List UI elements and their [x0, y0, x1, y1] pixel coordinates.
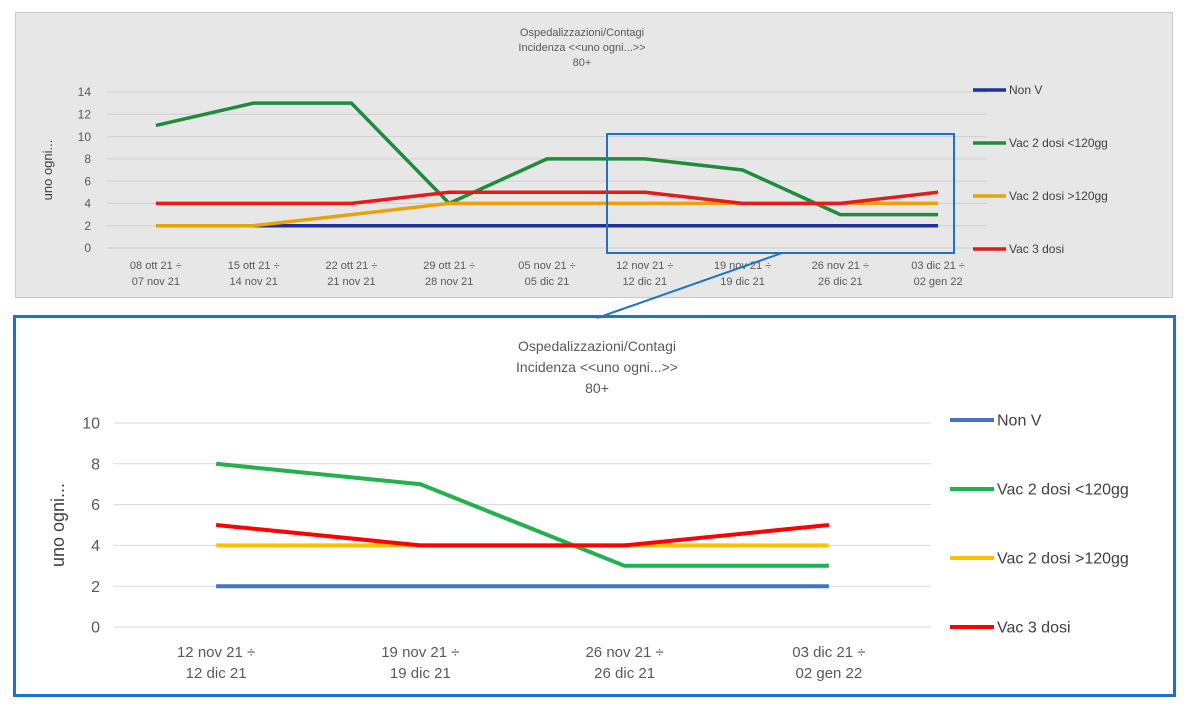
x-tick-label: 12 dic 21: [186, 665, 247, 682]
legend-label: Vac 3 dosi: [1009, 242, 1064, 256]
y-tick-label: 10: [82, 416, 100, 433]
y-tick-label: 6: [84, 174, 91, 188]
x-tick-label: 19 nov 21 ÷: [714, 260, 771, 272]
x-tick-label: 02 gen 22: [914, 276, 963, 288]
x-tick-label: 19 nov 21 ÷: [381, 644, 459, 661]
x-tick-label: 19 dic 21: [720, 276, 765, 288]
chart-title-line: 80+: [573, 57, 592, 69]
x-tick-label: 12 nov 21 ÷: [177, 644, 255, 661]
y-tick-label: 4: [84, 197, 91, 211]
zoomed-chart-panel: Ospedalizzazioni/Contagi Incidenza <<uno …: [13, 315, 1176, 697]
x-tick-label: 12 nov 21 ÷: [616, 260, 673, 272]
x-tick-label: 26 nov 21 ÷: [812, 260, 869, 272]
y-tick-label: 0: [84, 241, 91, 255]
chart-title-line: Ospedalizzazioni/Contagi: [518, 338, 676, 354]
x-tick-label: 05 dic 21: [525, 276, 570, 288]
x-tick-label: 07 nov 21: [132, 276, 180, 288]
y-axis-label: uno ogni...: [48, 483, 68, 567]
chart-title-line: Ospedalizzazioni/Contagi: [520, 27, 644, 39]
x-tick-label: 19 dic 21: [390, 665, 451, 682]
x-tick-label: 14 nov 21: [230, 276, 278, 288]
legend-label: Vac 3 dosi: [997, 620, 1071, 637]
x-tick-label: 03 dic 21 ÷: [792, 644, 865, 661]
legend-label: Non V: [1009, 83, 1042, 97]
y-tick-label: 8: [84, 152, 91, 166]
y-tick-label: 2: [84, 219, 91, 233]
chart-title-line: Incidenza <<uno ogni...>>: [518, 42, 645, 54]
overview-line-chart: Ospedalizzazioni/Contagi Incidenza <<uno …: [40, 27, 1108, 288]
legend-label: Non V: [997, 413, 1042, 430]
x-tick-label: 03 dic 21 ÷: [911, 260, 965, 272]
series-line: [215, 461, 829, 568]
series-line: [215, 523, 830, 548]
y-tick-label: 4: [91, 538, 100, 555]
x-tick-label: 29 ott 21 ÷: [423, 260, 475, 272]
x-tick-label: 26 dic 21: [818, 276, 863, 288]
x-tick-label: 21 nov 21: [327, 276, 375, 288]
chart-title-line: 80+: [585, 380, 609, 396]
y-tick-label: 2: [91, 579, 100, 596]
legend-label: Vac 2 dosi >120gg: [1009, 189, 1108, 203]
x-tick-label: 26 nov 21 ÷: [585, 644, 663, 661]
x-tick-label: 12 dic 21: [622, 276, 667, 288]
x-tick-label: 28 nov 21: [425, 276, 473, 288]
y-tick-label: 8: [91, 456, 100, 473]
y-tick-label: 6: [91, 497, 100, 514]
x-tick-label: 02 gen 22: [796, 665, 863, 682]
y-tick-label: 0: [91, 620, 100, 637]
x-tick-label: 22 ott 21 ÷: [325, 260, 377, 272]
y-tick-label: 14: [78, 85, 92, 99]
x-tick-label: 15 ott 21 ÷: [228, 260, 280, 272]
chart-title-line: Incidenza <<uno ogni...>>: [516, 359, 678, 375]
x-tick-label: 26 dic 21: [594, 665, 655, 682]
zoomed-line-chart: Ospedalizzazioni/Contagi Incidenza <<uno …: [48, 338, 1129, 682]
y-axis-label: uno ogni...: [40, 140, 55, 201]
legend-label: Vac 2 dosi <120gg: [997, 482, 1129, 499]
y-tick-label: 12: [78, 107, 92, 121]
x-tick-label: 05 nov 21 ÷: [518, 260, 575, 272]
x-tick-label: 08 ott 21 ÷: [130, 260, 182, 272]
legend-label: Vac 2 dosi <120gg: [1009, 136, 1108, 150]
y-tick-label: 10: [78, 130, 92, 144]
overview-chart-panel: Ospedalizzazioni/Contagi Incidenza <<uno …: [15, 12, 1173, 298]
legend-label: Vac 2 dosi >120gg: [997, 551, 1129, 568]
